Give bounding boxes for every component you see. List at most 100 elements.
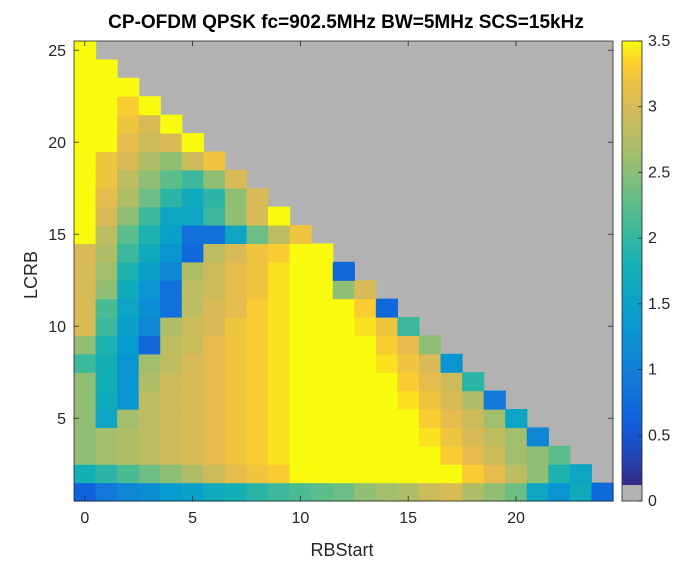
heatmap-cell <box>224 445 248 465</box>
heatmap-cell <box>203 427 226 447</box>
heatmap-cell <box>203 482 226 502</box>
heatmap-cell <box>268 482 291 502</box>
heatmap-cell <box>289 225 312 244</box>
heatmap-cell <box>505 464 528 484</box>
heatmap-cell <box>289 298 312 318</box>
heatmap-cell <box>246 427 269 447</box>
heatmap-cell <box>95 77 118 97</box>
heatmap-cell <box>160 114 183 134</box>
heatmap-cell <box>117 151 140 171</box>
heatmap-cell <box>462 482 485 502</box>
heatmap-cell <box>440 409 463 428</box>
heatmap-cell <box>354 335 377 355</box>
heatmap-cell <box>95 206 118 226</box>
heatmap-cell <box>332 353 355 373</box>
heatmap-cell <box>354 280 377 300</box>
heatmap-cell <box>160 206 183 226</box>
y-axis-ticks: 5 10 15 20 25 <box>48 43 613 428</box>
heatmap-cell <box>332 280 355 300</box>
heatmap-cell <box>74 335 97 355</box>
heatmap-cell <box>268 390 291 410</box>
heatmap-cell <box>375 317 398 336</box>
heatmap-cell <box>160 188 183 208</box>
heatmap-cell <box>289 243 312 263</box>
heatmap-cell <box>181 335 204 355</box>
heatmap-cell <box>95 353 118 373</box>
heatmap-cell <box>138 409 161 428</box>
colorbar-tick-label: 3.5 <box>648 33 670 50</box>
heatmap-cell <box>224 225 248 244</box>
heatmap-cell <box>138 96 161 116</box>
heatmap-cell <box>246 317 269 336</box>
heatmap-cell <box>354 409 377 428</box>
heatmap-cell <box>74 169 97 189</box>
heatmap-cell <box>354 482 377 502</box>
heatmap-cell <box>74 427 97 447</box>
heatmap-cell <box>138 335 161 355</box>
heatmap-cell <box>246 243 269 263</box>
heatmap-cell <box>397 427 420 447</box>
heatmap-cell <box>181 298 204 318</box>
heatmap-cell <box>268 427 291 447</box>
heatmap-cell <box>289 445 312 465</box>
heatmap-cell <box>203 206 226 226</box>
heatmap-cell <box>397 335 420 355</box>
colorbar: 0 0.5 1 1.5 2 2.5 3 3.5 <box>621 33 670 510</box>
heatmap-cell <box>268 298 291 318</box>
heatmap-cell <box>268 409 291 428</box>
heatmap-cell <box>354 372 377 392</box>
heatmap-cell <box>160 298 183 318</box>
heatmap-cell <box>397 464 420 484</box>
heatmap-cell <box>311 353 334 373</box>
heatmap-cell <box>311 482 334 502</box>
heatmap-cell <box>483 482 506 502</box>
heatmap-cell <box>203 151 226 171</box>
heatmap-cell <box>548 482 571 502</box>
heatmap-cell <box>138 445 161 465</box>
heatmap-cell <box>138 280 161 300</box>
heatmap-cell <box>95 225 118 244</box>
heatmap-cell <box>246 372 269 392</box>
heatmap-cell <box>526 445 549 465</box>
heatmap-cell <box>117 280 140 300</box>
heatmap-cell <box>311 243 334 263</box>
heatmap-cell <box>95 445 118 465</box>
heatmap-cell <box>74 390 97 410</box>
y-axis-label: LCRB <box>21 251 41 299</box>
heatmap-cell <box>375 353 398 373</box>
heatmap-cell <box>95 114 118 134</box>
heatmap-cell <box>203 335 226 355</box>
heatmap-cell <box>117 482 140 502</box>
heatmap-cell <box>224 335 248 355</box>
heatmap-cell <box>289 372 312 392</box>
heatmap-cell <box>160 482 183 502</box>
heatmap-cell <box>224 317 248 336</box>
heatmap-cell <box>160 353 183 373</box>
heatmap-cell <box>117 335 140 355</box>
heatmap-cell <box>181 280 204 300</box>
heatmap-cell <box>311 464 334 484</box>
heatmap-cell <box>117 445 140 465</box>
heatmap-cell <box>181 353 204 373</box>
heatmap-cell <box>375 390 398 410</box>
heatmap-cell <box>418 409 442 428</box>
heatmap-cell <box>246 335 269 355</box>
heatmap-cell <box>311 445 334 465</box>
x-axis-ticks: 0 5 10 15 20 <box>80 41 525 527</box>
colorbar-gradient <box>622 41 642 486</box>
heatmap-cell <box>246 353 269 373</box>
heatmap-cell <box>224 298 248 318</box>
heatmap-cell <box>74 96 97 116</box>
heatmap-cell <box>224 243 248 263</box>
heatmap-cell <box>440 427 463 447</box>
heatmap-cell <box>181 188 204 208</box>
heatmap-cell <box>332 464 355 484</box>
heatmap-cell <box>332 445 355 465</box>
heatmap-cell <box>375 409 398 428</box>
heatmap-cell <box>117 409 140 428</box>
heatmap-cell <box>74 77 97 97</box>
colorbar-zero-swatch <box>622 485 642 501</box>
heatmap-cell <box>181 427 204 447</box>
heatmap-cell <box>224 206 248 226</box>
heatmap-cell <box>268 335 291 355</box>
